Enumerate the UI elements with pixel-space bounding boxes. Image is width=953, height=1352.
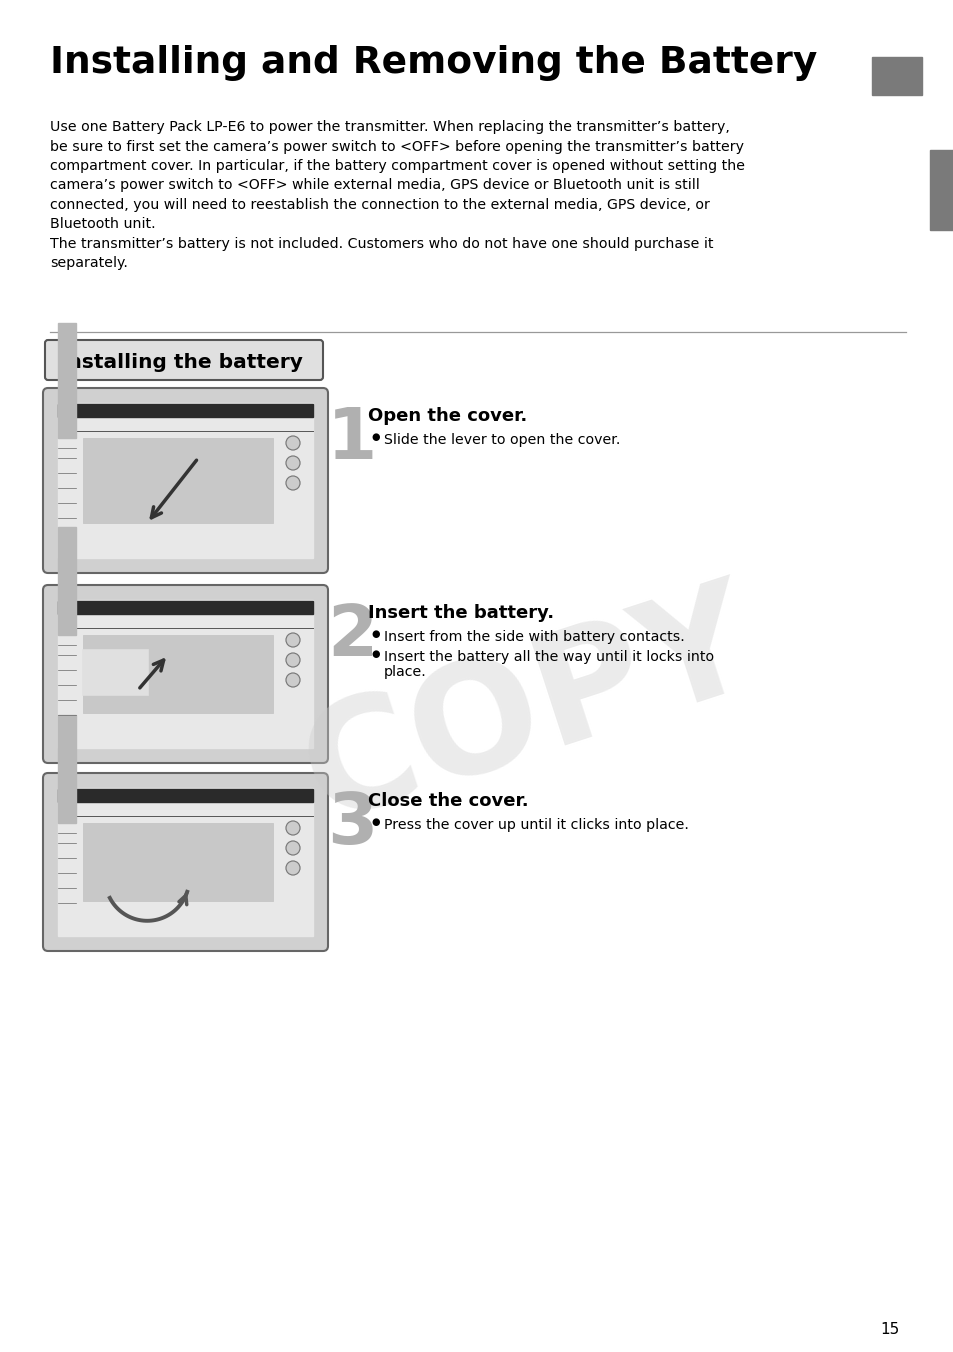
Bar	[871, 57, 921, 95]
Text: 3: 3	[327, 790, 377, 859]
Text: The transmitter’s battery is not included. Customers who do not have one should : The transmitter’s battery is not include…	[50, 237, 713, 251]
Circle shape	[286, 633, 299, 648]
Bar	[58, 790, 313, 802]
Text: Installing and Removing the Battery: Installing and Removing the Battery	[50, 45, 817, 81]
FancyBboxPatch shape	[45, 339, 323, 380]
Text: Slide the lever to open the cover.: Slide the lever to open the cover.	[384, 433, 619, 448]
Text: Insert the battery all the way until it locks into: Insert the battery all the way until it …	[384, 650, 714, 664]
Circle shape	[286, 435, 299, 450]
Text: 15: 15	[880, 1322, 899, 1337]
Bar	[83, 823, 273, 900]
Text: separately.: separately.	[50, 257, 128, 270]
Circle shape	[286, 456, 299, 470]
Text: ●: ●	[371, 817, 379, 827]
Text: 1: 1	[327, 406, 377, 475]
Bar	[58, 323, 76, 438]
Bar	[83, 438, 273, 523]
Text: be sure to first set the camera’s power switch to <OFF> before opening the trans: be sure to first set the camera’s power …	[50, 139, 743, 154]
Text: Insert from the side with battery contacts.: Insert from the side with battery contac…	[384, 630, 684, 644]
Text: ●: ●	[371, 629, 379, 639]
Text: camera’s power switch to <OFF> while external media, GPS device or Bluetooth uni: camera’s power switch to <OFF> while ext…	[50, 178, 699, 192]
Circle shape	[286, 861, 299, 875]
Text: Open the cover.: Open the cover.	[368, 407, 527, 425]
FancyBboxPatch shape	[43, 585, 328, 763]
Text: COPY: COPY	[286, 568, 773, 853]
Circle shape	[286, 841, 299, 854]
Bar	[83, 635, 273, 713]
Text: Close the cover.: Close the cover.	[368, 792, 528, 810]
Bar	[58, 788, 313, 936]
Text: Use one Battery Pack LP-E6 to power the transmitter. When replacing the transmit: Use one Battery Pack LP-E6 to power the …	[50, 120, 729, 134]
Text: 2: 2	[327, 602, 376, 671]
Bar	[929, 150, 953, 230]
Text: Bluetooth unit.: Bluetooth unit.	[50, 218, 155, 231]
Text: ●: ●	[371, 649, 379, 658]
Text: Insert the battery.: Insert the battery.	[368, 604, 554, 622]
Text: ●: ●	[371, 433, 379, 442]
Bar	[83, 650, 148, 695]
Text: compartment cover. In particular, if the battery compartment cover is opened wit: compartment cover. In particular, if the…	[50, 160, 744, 173]
FancyBboxPatch shape	[43, 388, 328, 573]
Bar	[58, 602, 313, 614]
Bar	[58, 404, 313, 416]
FancyBboxPatch shape	[43, 773, 328, 950]
Bar	[58, 527, 76, 635]
Text: connected, you will need to reestablish the connection to the external media, GP: connected, you will need to reestablish …	[50, 197, 709, 212]
Text: Press the cover up until it clicks into place.: Press the cover up until it clicks into …	[384, 818, 688, 831]
Circle shape	[286, 673, 299, 687]
Bar	[58, 403, 313, 558]
Circle shape	[286, 476, 299, 489]
Circle shape	[286, 821, 299, 836]
Text: place.: place.	[384, 665, 426, 679]
Text: Installing the battery: Installing the battery	[60, 353, 302, 372]
Bar	[58, 715, 76, 823]
Circle shape	[286, 653, 299, 667]
Bar	[58, 600, 313, 748]
